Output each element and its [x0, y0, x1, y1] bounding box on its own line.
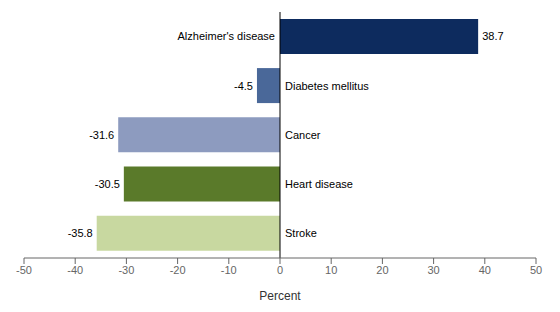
- svg-text:-35.8: -35.8: [68, 227, 93, 239]
- svg-text:-30.5: -30.5: [95, 178, 120, 190]
- svg-text:Heart disease: Heart disease: [285, 178, 353, 190]
- svg-text:Percent: Percent: [259, 289, 301, 303]
- svg-text:38.7: 38.7: [482, 30, 503, 42]
- svg-text:Cancer: Cancer: [285, 129, 321, 141]
- svg-text:-10: -10: [221, 264, 237, 276]
- svg-text:20: 20: [376, 264, 388, 276]
- svg-text:Alzheimer's disease: Alzheimer's disease: [178, 30, 275, 42]
- svg-text:40: 40: [479, 264, 491, 276]
- svg-text:Stroke: Stroke: [285, 227, 317, 239]
- svg-text:50: 50: [530, 264, 542, 276]
- svg-text:30: 30: [427, 264, 439, 276]
- svg-text:-4.5: -4.5: [234, 80, 253, 92]
- svg-text:-50: -50: [16, 264, 32, 276]
- svg-text:-30: -30: [118, 264, 134, 276]
- svg-text:-20: -20: [170, 264, 186, 276]
- svg-text:-40: -40: [67, 264, 83, 276]
- svg-text:10: 10: [325, 264, 337, 276]
- svg-text:-31.6: -31.6: [89, 129, 114, 141]
- svg-text:0: 0: [277, 264, 283, 276]
- svg-text:Diabetes mellitus: Diabetes mellitus: [285, 80, 369, 92]
